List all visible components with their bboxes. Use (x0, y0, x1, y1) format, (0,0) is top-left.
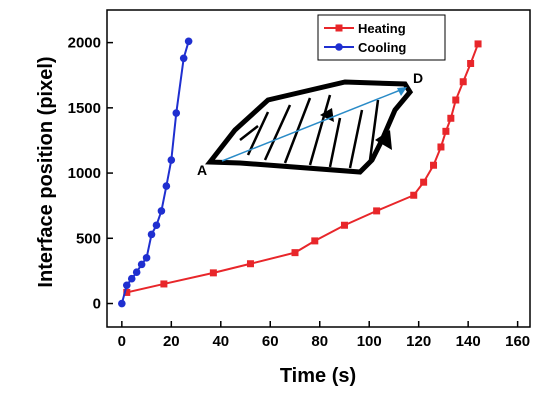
marker (311, 237, 319, 245)
y-axis-label: Interface position (pixel) (35, 56, 57, 287)
x-tick-label: 160 (505, 333, 530, 350)
marker (410, 191, 418, 199)
marker (179, 54, 188, 63)
marker (122, 281, 131, 290)
marker (123, 288, 131, 296)
marker (467, 59, 475, 67)
marker (152, 221, 161, 230)
x-tick-label: 120 (406, 333, 431, 350)
marker (459, 78, 467, 86)
marker (137, 260, 146, 269)
marker (474, 40, 482, 48)
marker (172, 109, 181, 117)
marker (160, 280, 168, 288)
marker (157, 207, 166, 215)
x-tick-label: 80 (311, 333, 328, 350)
marker (147, 230, 156, 239)
x-tick-label: 140 (456, 333, 481, 350)
marker (340, 221, 348, 229)
marker (162, 182, 171, 190)
annotation: A (197, 162, 207, 178)
x-tick-label: 100 (357, 333, 382, 350)
marker (118, 299, 126, 308)
legend-label: Cooling (358, 40, 406, 55)
marker (132, 268, 141, 277)
x-tick-label: 60 (262, 333, 279, 350)
legend-box (317, 14, 446, 61)
marker (447, 114, 455, 122)
x-tick-label: 40 (212, 333, 229, 350)
marker (142, 254, 151, 262)
x-tick-label: 0 (118, 333, 126, 350)
y-tick-label: 1500 (68, 100, 101, 117)
marker (430, 161, 438, 169)
annotation: D (413, 70, 423, 86)
marker (452, 96, 460, 104)
marker (373, 207, 381, 215)
series (123, 40, 482, 296)
marker (184, 37, 193, 46)
x-tick-label: 20 (163, 333, 180, 350)
marker (209, 269, 217, 277)
x-axis-label: Time (s) (280, 365, 356, 387)
inset-crystal: A D (197, 70, 423, 178)
y-tick-label: 500 (76, 230, 101, 247)
y-tick-label: 0 (93, 296, 101, 313)
line (120, 41, 190, 304)
marker (246, 260, 254, 268)
marker (167, 156, 176, 164)
marker (127, 274, 136, 283)
marker (442, 127, 450, 135)
marker (291, 249, 299, 257)
series (118, 37, 193, 308)
marker (437, 143, 445, 151)
plot-frame (106, 9, 531, 328)
legend-label: Heating (358, 21, 406, 36)
marker (335, 24, 343, 32)
y-tick-label: 1000 (68, 165, 101, 182)
marker (420, 178, 428, 186)
marker (335, 43, 343, 51)
y-tick-label: 2000 (68, 35, 101, 52)
